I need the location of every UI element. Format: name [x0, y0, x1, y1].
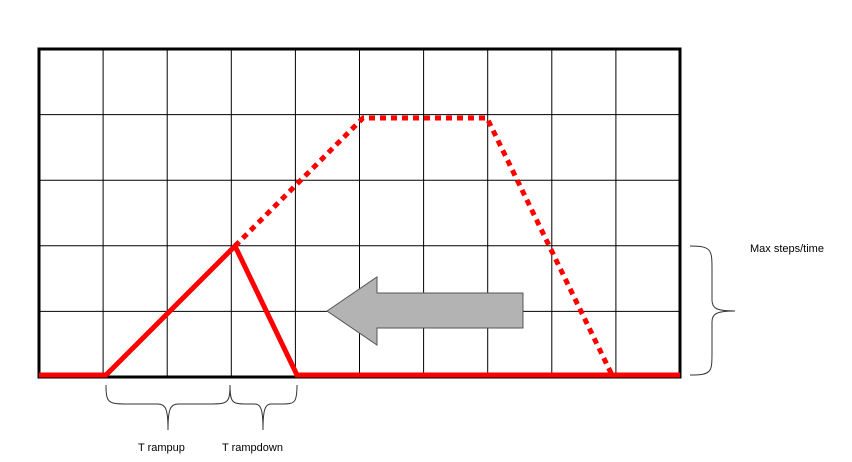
t-rampdown-label: T rampdown [222, 442, 283, 454]
left-arrow [326, 276, 524, 346]
t-rampup-label: T rampup [138, 442, 185, 454]
max-steps-label: Max steps/time [750, 243, 824, 255]
rampdown-brace [229, 384, 298, 431]
solid-short-profile [39, 241, 680, 378]
max-steps-brace [689, 245, 736, 376]
dotted-full-profile [233, 115, 680, 378]
rampup-brace [105, 384, 231, 431]
